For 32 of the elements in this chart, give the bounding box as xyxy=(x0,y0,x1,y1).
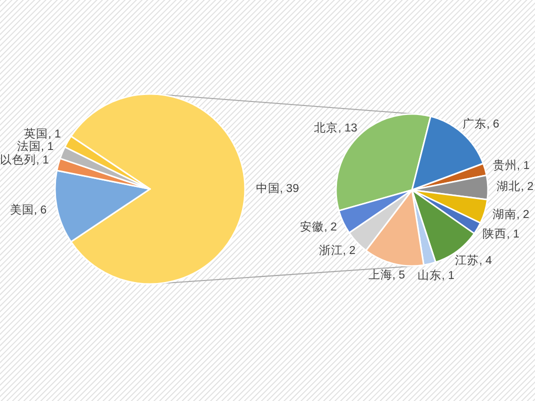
data-label: , 5 xyxy=(392,270,406,282)
data-label: , 2 xyxy=(516,209,530,222)
data-label: , 1 xyxy=(442,270,454,282)
data-label: , 1 xyxy=(506,228,520,241)
slice-label: 上海 xyxy=(368,268,392,282)
data-label: , 1 xyxy=(516,160,530,172)
slice-label: 美国 xyxy=(10,202,34,216)
data-label: , 2 xyxy=(342,244,356,257)
slice-label: 湖北 xyxy=(496,180,521,193)
slice-label: 英国 xyxy=(24,127,48,140)
data-label: , 2 xyxy=(520,180,534,193)
slice-label: 江苏 xyxy=(455,254,480,267)
data-label: , 6 xyxy=(486,118,500,130)
slice-label: 广东 xyxy=(462,116,486,130)
data-label: , 6 xyxy=(34,204,47,216)
data-label: , 2 xyxy=(324,221,337,234)
slice-label: 以色列 xyxy=(0,154,36,167)
data-label: , 1 xyxy=(48,128,61,140)
data-label: , 4 xyxy=(479,254,492,267)
data-label: , 13 xyxy=(338,122,358,134)
data-label: , 39 xyxy=(280,183,299,195)
slice-label: 山东 xyxy=(418,268,442,282)
slice-label: 法国 xyxy=(16,140,41,154)
data-label: , 1 xyxy=(36,154,49,167)
slice-label: 北京 xyxy=(314,120,338,134)
slice-label: 中国 xyxy=(256,182,280,195)
slice-label: 湖南 xyxy=(492,208,517,222)
slice-label: 陕西 xyxy=(482,228,507,241)
slice-label: 贵州 xyxy=(492,158,517,172)
slice-label: 浙江 xyxy=(318,244,343,257)
slice-label: 安徽 xyxy=(300,219,324,234)
data-label: , 1 xyxy=(40,141,54,154)
